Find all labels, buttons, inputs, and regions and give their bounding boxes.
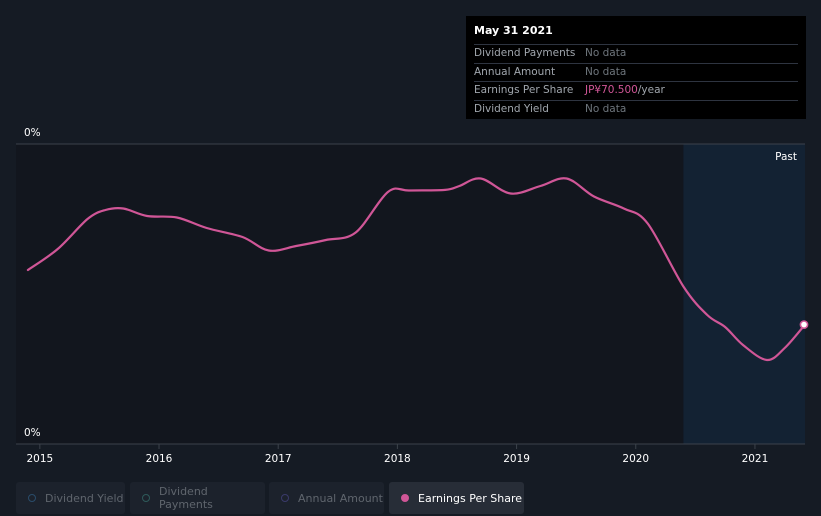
tooltip-row-dividend-payments: Dividend Payments No data xyxy=(474,44,798,63)
tooltip-value: No data xyxy=(585,47,627,59)
tooltip-label: Earnings Per Share xyxy=(474,84,574,96)
past-label: Past xyxy=(775,151,797,163)
eps-hover-marker[interactable] xyxy=(799,320,809,329)
x-tick-label: 2016 xyxy=(146,453,173,465)
legend-dot-icon xyxy=(401,494,409,502)
legend-earnings-per-share[interactable]: Earnings Per Share xyxy=(389,482,524,514)
plot-area xyxy=(16,144,805,444)
legend-dividend-payments[interactable]: Dividend Payments xyxy=(130,482,265,514)
x-tick-label: 2015 xyxy=(26,453,53,465)
legend-label: Annual Amount xyxy=(298,491,383,505)
past-region xyxy=(683,144,805,444)
tooltip-row-eps: Earnings Per Share JP¥70.500/year xyxy=(474,81,798,100)
x-tick-label: 2021 xyxy=(742,453,769,465)
x-tick-label: 2019 xyxy=(503,453,530,465)
y-axis-bottom-label: 0% xyxy=(24,427,41,439)
tooltip-label: Dividend Yield xyxy=(474,102,549,115)
legend-label: Dividend Yield xyxy=(45,491,124,505)
tooltip-row-dividend-yield: Dividend Yield No data xyxy=(474,99,798,119)
tooltip: May 31 2021 Dividend Payments No data An… xyxy=(466,16,806,119)
y-axis-top-label: 0% xyxy=(24,127,41,139)
legend-dot-icon xyxy=(281,494,289,502)
tooltip-value: No data xyxy=(585,65,627,78)
x-tick-label: 2017 xyxy=(265,453,292,465)
tooltip-value: JP¥70.500 xyxy=(585,84,638,96)
tooltip-label: Annual Amount xyxy=(474,65,556,78)
x-tick-label: 2020 xyxy=(622,453,649,465)
tooltip-row-annual-amount: Annual Amount No data xyxy=(474,62,798,82)
legend-dot-icon xyxy=(28,494,36,502)
tooltip-unit: /year xyxy=(637,84,665,96)
x-tick-label: 2018 xyxy=(384,453,411,465)
tooltip-date: May 31 2021 xyxy=(474,24,553,37)
tooltip-value: No data xyxy=(585,102,627,115)
legend-label: Dividend Payments xyxy=(158,485,213,511)
legend-dot-icon xyxy=(142,494,150,502)
legend-label: Earnings Per Share xyxy=(418,491,523,505)
legend-annual-amount[interactable]: Annual Amount xyxy=(269,482,384,514)
x-axis-ticks: 2015 2016 2017 2018 2019 2020 2021 xyxy=(26,444,768,465)
legend-dividend-yield[interactable]: Dividend Yield xyxy=(16,482,125,514)
tooltip-label: Dividend Payments xyxy=(474,47,576,59)
eps-series-line xyxy=(26,177,807,362)
